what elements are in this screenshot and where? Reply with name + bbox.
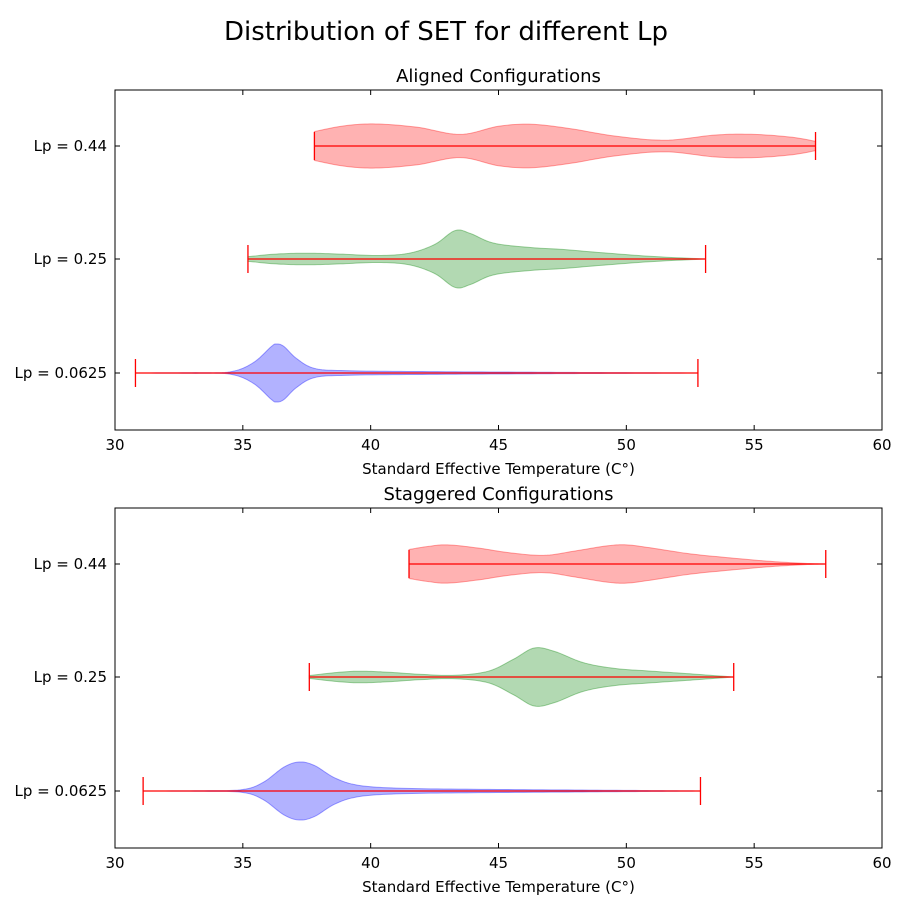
chart-panel-1: Aligned Configurations 30 35 40 45 50 55 60 Stan…: [15, 66, 892, 478]
x-tick-label: 45: [489, 436, 508, 454]
panel-title: Aligned Configurations: [396, 66, 601, 87]
y-tick-label: Lp = 0.25: [34, 250, 107, 268]
x-tick-label: 60: [872, 436, 891, 454]
figure-suptitle: Distribution of SET for different Lp: [224, 17, 668, 47]
x-tick-label: 45: [489, 854, 508, 872]
x-tick-label: 50: [617, 854, 636, 872]
x-tick-label: 30: [105, 436, 124, 454]
y-tick-label: Lp = 0.0625: [15, 364, 107, 382]
panels: Aligned Configurations 30 35 40 45 50 55 60 Stan…: [15, 66, 892, 896]
chart-panel-2: Staggered Configurations 30 35 40 45 50 55 60 St…: [15, 484, 892, 896]
y-tick-label: Lp = 0.44: [34, 137, 107, 155]
x-tick-label: 40: [361, 436, 380, 454]
x-tick-label: 40: [361, 854, 380, 872]
x-tick-label: 35: [233, 436, 252, 454]
x-tick-label: 50: [617, 436, 636, 454]
y-tick-label: Lp = 0.44: [34, 555, 107, 573]
x-axis-label: Standard Effective Temperature (C°): [362, 460, 635, 478]
x-tick-label: 35: [233, 854, 252, 872]
x-tick-label: 30: [105, 854, 124, 872]
y-tick-label: Lp = 0.0625: [15, 782, 107, 800]
x-tick-label: 55: [745, 854, 764, 872]
y-tick-label: Lp = 0.25: [34, 668, 107, 686]
x-tick-label: 55: [745, 436, 764, 454]
panel-title: Staggered Configurations: [383, 484, 613, 505]
x-axis-label: Standard Effective Temperature (C°): [362, 878, 635, 896]
x-tick-label: 60: [872, 854, 891, 872]
